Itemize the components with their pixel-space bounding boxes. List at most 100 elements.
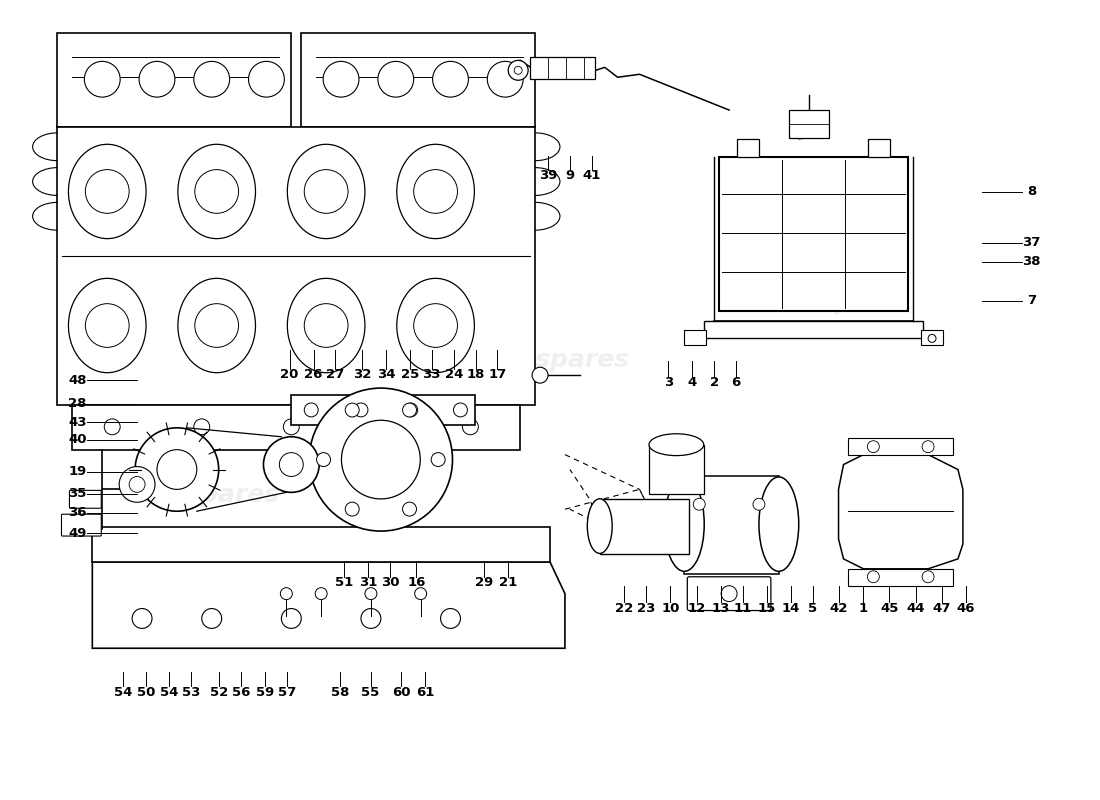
Circle shape xyxy=(86,304,129,347)
Circle shape xyxy=(693,498,705,510)
Text: 52: 52 xyxy=(210,686,229,699)
Circle shape xyxy=(194,62,230,97)
Bar xyxy=(868,139,890,157)
Text: 20: 20 xyxy=(280,368,299,381)
Text: 48: 48 xyxy=(68,374,87,386)
Text: 51: 51 xyxy=(336,576,353,590)
Circle shape xyxy=(361,609,381,629)
Text: 42: 42 xyxy=(829,602,848,614)
Bar xyxy=(73,405,520,450)
FancyBboxPatch shape xyxy=(69,490,101,508)
Bar xyxy=(600,499,690,554)
Text: eurospares: eurospares xyxy=(764,294,905,314)
Text: 18: 18 xyxy=(466,368,485,381)
Text: 27: 27 xyxy=(327,368,344,381)
Ellipse shape xyxy=(178,144,255,238)
Bar xyxy=(921,330,943,346)
Bar xyxy=(649,445,704,494)
Circle shape xyxy=(282,609,301,629)
Circle shape xyxy=(195,304,239,347)
Text: 41: 41 xyxy=(582,170,601,182)
Circle shape xyxy=(129,477,145,492)
Circle shape xyxy=(132,609,152,629)
Text: 60: 60 xyxy=(392,686,410,699)
Bar xyxy=(530,58,595,79)
Text: 59: 59 xyxy=(256,686,275,699)
Text: 40: 40 xyxy=(68,434,87,446)
Circle shape xyxy=(345,502,360,516)
Text: 1: 1 xyxy=(858,602,868,614)
Ellipse shape xyxy=(649,434,704,456)
Circle shape xyxy=(403,502,417,516)
Text: 16: 16 xyxy=(407,576,426,590)
Text: 37: 37 xyxy=(1022,236,1041,249)
Text: 5: 5 xyxy=(808,602,817,614)
Text: 10: 10 xyxy=(661,602,680,614)
Bar xyxy=(848,438,953,454)
Circle shape xyxy=(508,60,528,80)
Bar xyxy=(684,330,706,346)
Text: 44: 44 xyxy=(906,602,925,614)
Circle shape xyxy=(139,62,175,97)
Circle shape xyxy=(922,441,934,453)
Text: 32: 32 xyxy=(353,368,371,381)
Circle shape xyxy=(431,453,446,466)
Circle shape xyxy=(86,170,129,214)
Text: 19: 19 xyxy=(68,465,86,478)
Text: 61: 61 xyxy=(416,686,434,699)
Text: eurospares: eurospares xyxy=(121,483,278,507)
Text: 23: 23 xyxy=(637,602,656,614)
Bar xyxy=(719,157,909,310)
Circle shape xyxy=(868,571,879,582)
Circle shape xyxy=(284,419,299,434)
Circle shape xyxy=(453,403,468,417)
Ellipse shape xyxy=(587,499,613,554)
Ellipse shape xyxy=(397,278,474,373)
Bar xyxy=(57,127,535,405)
Circle shape xyxy=(532,367,548,383)
Bar xyxy=(57,33,292,127)
Text: 4: 4 xyxy=(688,376,697,389)
Text: 54: 54 xyxy=(114,686,132,699)
Text: 53: 53 xyxy=(182,686,200,699)
Circle shape xyxy=(441,609,461,629)
Text: 17: 17 xyxy=(488,368,507,381)
Text: 24: 24 xyxy=(444,368,463,381)
Bar xyxy=(704,321,923,338)
Text: 29: 29 xyxy=(475,576,494,590)
Circle shape xyxy=(194,419,210,434)
Text: 15: 15 xyxy=(758,602,776,614)
Circle shape xyxy=(201,609,222,629)
Text: 9: 9 xyxy=(565,170,574,182)
Text: eurospares: eurospares xyxy=(471,348,629,372)
Text: 36: 36 xyxy=(68,506,87,519)
Circle shape xyxy=(119,466,155,502)
Text: 49: 49 xyxy=(68,527,87,540)
Text: 21: 21 xyxy=(499,576,517,590)
Text: 58: 58 xyxy=(331,686,349,699)
Circle shape xyxy=(264,437,319,492)
Text: 47: 47 xyxy=(933,602,952,614)
Circle shape xyxy=(373,419,388,434)
Ellipse shape xyxy=(397,144,474,238)
Circle shape xyxy=(404,403,418,417)
Text: 22: 22 xyxy=(615,602,634,614)
Circle shape xyxy=(195,170,239,214)
Text: 28: 28 xyxy=(68,398,87,410)
Circle shape xyxy=(754,498,764,510)
Text: 43: 43 xyxy=(68,416,87,429)
Circle shape xyxy=(414,304,458,347)
Circle shape xyxy=(432,62,469,97)
Bar xyxy=(92,527,550,562)
Text: 39: 39 xyxy=(539,170,557,182)
Circle shape xyxy=(922,571,934,582)
Circle shape xyxy=(514,66,522,74)
Bar xyxy=(292,395,475,425)
Text: 38: 38 xyxy=(1022,255,1041,268)
Circle shape xyxy=(928,334,936,342)
Bar xyxy=(789,110,828,138)
Bar xyxy=(301,33,535,127)
Text: 50: 50 xyxy=(138,686,155,699)
Circle shape xyxy=(85,62,120,97)
Ellipse shape xyxy=(178,278,255,373)
